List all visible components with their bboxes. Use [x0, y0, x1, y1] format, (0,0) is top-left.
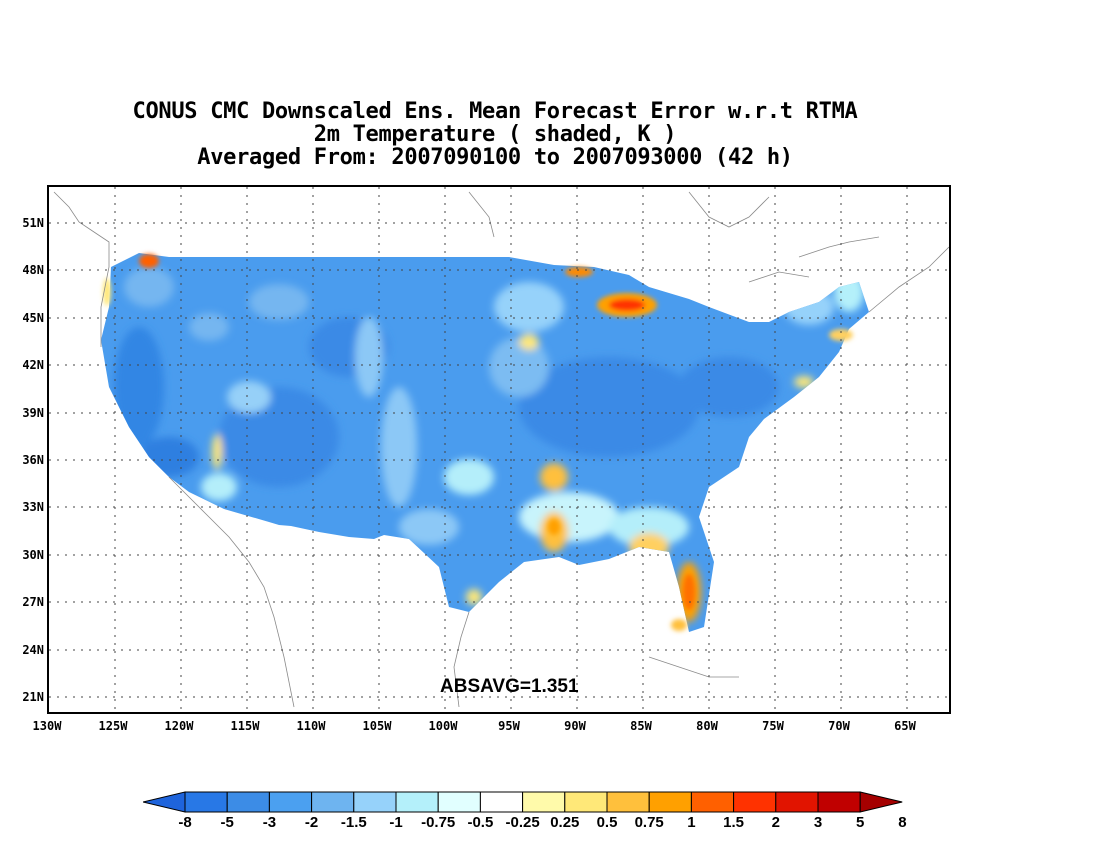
- lon-label: 115W: [230, 719, 260, 733]
- colorbar-cell: [522, 791, 566, 813]
- colorbar-label: 1.5: [723, 814, 745, 831]
- colorbar-label: 0.25: [550, 814, 580, 831]
- lon-label: 90W: [564, 719, 586, 733]
- lat-label: 51N: [22, 216, 44, 230]
- colorbar-cell: [690, 791, 735, 813]
- warm-anomaly-spots: [103, 254, 853, 631]
- lon-label: 105W: [362, 719, 392, 733]
- map-canvas: [49, 187, 949, 712]
- lon-label: 95W: [498, 719, 520, 733]
- title-line-3: Averaged From: 2007090100 to 2007093000 …: [197, 145, 793, 170]
- colorbar-cell: [733, 791, 777, 813]
- lon-label: 85W: [630, 719, 652, 733]
- colorbar-cell: [859, 791, 903, 813]
- colorbar-cell: [479, 791, 524, 813]
- colorbar-label: -5: [220, 814, 234, 831]
- title-line-1: CONUS CMC Downscaled Ens. Mean Forecast …: [132, 99, 858, 124]
- map-plot-area: [47, 185, 951, 714]
- lat-label: 30N: [22, 548, 44, 562]
- colorbar-label: -3: [262, 814, 277, 831]
- colorbar-cell: [311, 791, 355, 813]
- colorbar-label: 1: [687, 814, 696, 831]
- colorbar-cell: [143, 791, 186, 813]
- colorbar-cell: [226, 791, 270, 813]
- colorbar-label: 2: [771, 814, 780, 831]
- colorbar-label: 3: [813, 814, 823, 831]
- graticule: [49, 187, 949, 712]
- lon-label: 65W: [894, 719, 916, 733]
- lon-label: 75W: [762, 719, 784, 733]
- colorbar: [143, 791, 903, 813]
- colorbar-label: 0.75: [634, 814, 664, 831]
- absavg-annotation: ABSAVG=1.351: [440, 676, 579, 697]
- colorbar-label: 5: [856, 814, 865, 831]
- lat-label: 48N: [22, 263, 44, 277]
- colorbar-label: 0.5: [596, 814, 618, 831]
- colorbar-cell: [817, 791, 861, 813]
- colorbar-label: -2: [304, 814, 319, 831]
- colorbar-label: -0.25: [505, 814, 540, 831]
- colorbar-cell: [437, 791, 481, 813]
- colorbar-cell: [353, 791, 397, 813]
- colorbar-label: -0.5: [467, 814, 494, 831]
- map-title: CONUS CMC Downscaled Ens. Mean Forecast …: [0, 100, 990, 169]
- title-line-2: 2m Temperature ( shaded, K ): [313, 122, 677, 147]
- lat-label: 33N: [22, 500, 44, 514]
- lat-label: 21N: [22, 690, 44, 704]
- lat-label: 39N: [22, 406, 44, 420]
- colorbar-cell: [648, 791, 692, 813]
- temperature-error-field: [101, 253, 869, 632]
- lon-label: 125W: [98, 719, 128, 733]
- lat-label: 24N: [22, 643, 44, 657]
- coastlines: [53, 191, 949, 708]
- colorbar-label: -1.5: [340, 814, 367, 831]
- colorbar-label: 8: [898, 814, 907, 831]
- colorbar-cell: [606, 791, 650, 813]
- lon-label: 130W: [32, 719, 62, 733]
- colorbar-label: -8: [178, 814, 192, 831]
- lon-label: 120W: [164, 719, 194, 733]
- colorbar-cell: [395, 791, 439, 813]
- colorbar-cell: [775, 791, 819, 813]
- colorbar-label: -0.75: [421, 814, 456, 831]
- colorbar-cell: [268, 791, 313, 813]
- lon-label: 110W: [296, 719, 326, 733]
- colorbar-cells: [143, 791, 903, 813]
- colorbar-cell: [564, 791, 608, 813]
- lat-label: 36N: [22, 453, 44, 467]
- lon-label: 70W: [828, 719, 850, 733]
- lat-label: 45N: [22, 311, 44, 325]
- lon-label: 80W: [696, 719, 718, 733]
- lat-label: 27N: [22, 595, 44, 609]
- lon-label: 100W: [428, 719, 458, 733]
- colorbar-cell: [184, 791, 228, 813]
- colorbar-label: -1: [389, 814, 403, 831]
- lat-label: 42N: [22, 358, 44, 372]
